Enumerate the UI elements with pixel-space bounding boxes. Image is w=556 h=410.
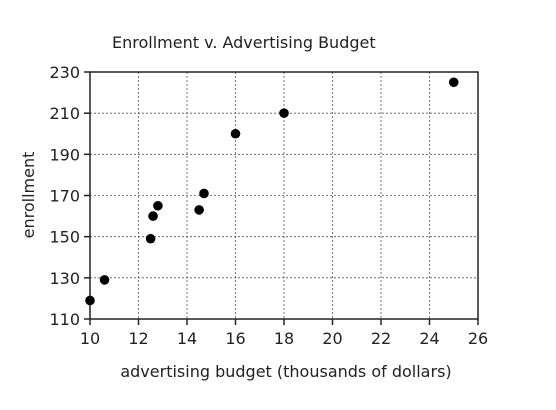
- x-tick-label: 12: [128, 329, 148, 348]
- x-tick-label: 10: [80, 329, 100, 348]
- y-tick-label: 130: [49, 269, 80, 288]
- y-tick-label: 110: [49, 310, 80, 329]
- x-axis-label: advertising budget (thousands of dollars…: [120, 362, 451, 381]
- y-axis-label: enrollment: [19, 152, 38, 239]
- x-tick-label: 20: [322, 329, 342, 348]
- x-tick-label: 24: [419, 329, 439, 348]
- x-axis-tick-labels: 10 12 14 16 18 20 22 24 26: [80, 329, 488, 348]
- data-point: [279, 108, 289, 118]
- x-tick-label: 16: [225, 329, 245, 348]
- data-point: [99, 275, 110, 285]
- x-tick-label: 26: [468, 329, 488, 348]
- data-point: [194, 205, 204, 215]
- y-tick-label: 170: [49, 187, 80, 206]
- y-axis-tick-labels: 110 130 150 170 190 210 230: [49, 63, 80, 329]
- x-tick-label: 18: [274, 329, 294, 348]
- y-tick-label: 150: [49, 228, 80, 247]
- data-point: [85, 295, 95, 306]
- x-tick-label: 22: [371, 329, 391, 348]
- data-point: [148, 211, 158, 221]
- y-tick-label: 210: [49, 104, 80, 123]
- data-point: [153, 200, 163, 211]
- data-point: [230, 128, 241, 139]
- x-tick-label: 14: [177, 329, 197, 348]
- data-point: [145, 233, 156, 244]
- data-point: [448, 77, 459, 88]
- data-points: [85, 77, 459, 306]
- y-tick-label: 190: [49, 145, 80, 164]
- data-point: [199, 188, 209, 199]
- y-tick-label: 230: [49, 63, 80, 82]
- chart-title: Enrollment v. Advertising Budget: [112, 33, 376, 52]
- axis-ticks: [84, 71, 479, 325]
